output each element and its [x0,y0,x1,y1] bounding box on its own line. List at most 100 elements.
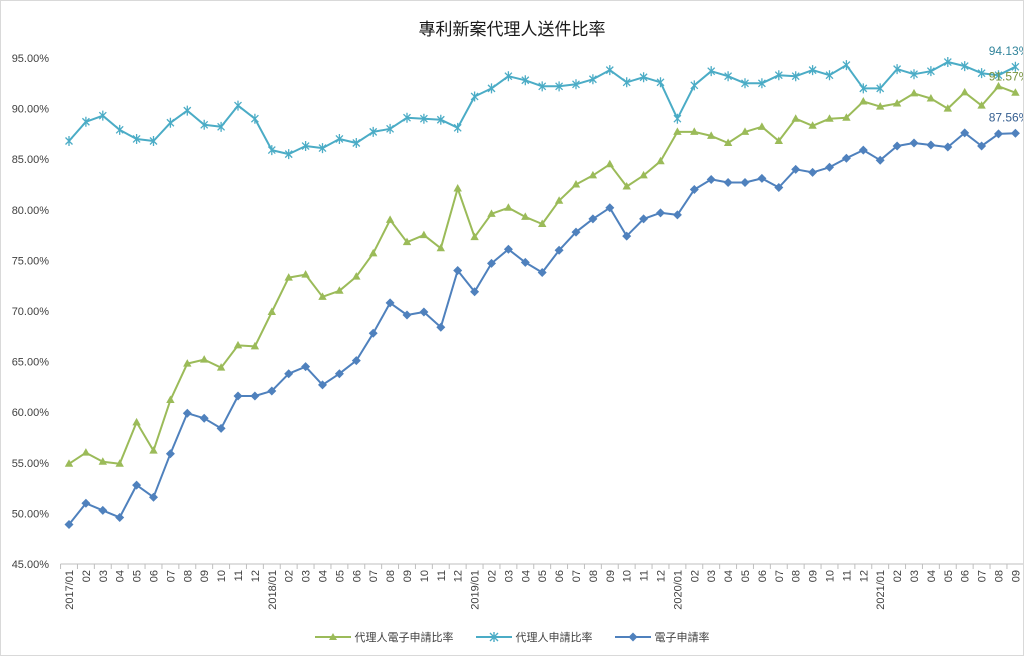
legend: 代理人電子申請比率 代理人申請比率 電子申請率 [1,629,1023,645]
data-point [808,168,817,177]
x-tick-label: 08 [385,570,397,582]
x-tick-label: 08 [588,570,600,582]
x-tick-label: 07 [165,570,177,582]
data-point [757,174,766,183]
x-tick-label: 05 [740,570,752,582]
x-tick-label: 07 [774,570,786,582]
y-axis-labels: 45.00%50.00%55.00%60.00%65.00%70.00%75.0… [12,53,50,571]
data-point [842,154,851,163]
data-point [386,215,394,223]
y-tick-label: 95.00% [12,53,50,65]
x-tick-label: 02 [689,570,701,582]
x-tick-label: 12 [858,570,870,582]
data-point [910,139,919,148]
x-tick-label: 09 [1010,570,1022,582]
data-point [792,114,800,122]
x-tick-label: 10 [419,570,431,582]
data-point [825,163,834,172]
x-tick-label: 04 [115,570,127,582]
data-point [369,329,378,338]
legend-swatch-asterisk [476,632,512,642]
data-point [741,178,750,187]
y-tick-label: 80.00% [12,205,50,217]
data-point [200,414,209,423]
series-line [69,62,1015,154]
y-tick-label: 60.00% [12,407,50,419]
x-tick-label: 12 [250,570,262,582]
data-point [961,88,969,96]
data-point [183,409,192,418]
x-tick-label: 09 [199,570,211,582]
data-point [166,396,174,404]
x-tick-label: 04 [723,570,735,582]
x-tick-label: 12 [453,570,465,582]
data-point [217,424,226,433]
x-tick-label: 03 [909,570,921,582]
x-tick-label: 11 [233,570,245,581]
series-layer [65,57,1020,529]
x-tick-label: 09 [808,570,820,582]
data-point [369,249,377,256]
x-tick-label: 10 [622,570,634,582]
legend-label: 代理人申請比率 [516,629,593,645]
x-tick-label: 04 [926,570,938,582]
legend-label: 代理人電子申請比率 [355,629,454,645]
x-tick-label: 02 [81,570,93,582]
legend-label: 電子申請率 [655,629,710,645]
end-labels: 91.57%94.13%87.56% [989,44,1023,124]
data-point [606,160,614,168]
x-tick-label: 02 [892,570,904,582]
legend-item-electronic: 電子申請率 [615,629,710,645]
x-tick-label: 2018/01 [267,570,279,610]
x-tick-label: 07 [571,570,583,582]
x-tick-label: 11 [841,570,853,581]
legend-swatch-diamond [615,632,651,642]
x-tick-label: 06 [149,570,161,582]
data-point [758,122,766,129]
data-point [268,308,276,316]
y-tick-label: 85.00% [12,154,50,166]
x-tick-label: 02 [284,570,296,582]
y-tick-label: 45.00% [12,559,50,571]
x-tick-label: 10 [216,570,228,582]
x-tick-label: 12 [656,570,668,582]
x-tick-label: 05 [132,570,144,582]
x-tick-label: 05 [334,570,346,582]
x-tick-label: 05 [943,570,955,582]
y-tick-label: 55.00% [12,458,50,470]
legend-swatch-triangle [315,632,351,642]
y-tick-label: 50.00% [12,508,50,520]
data-point [656,208,665,217]
y-tick-label: 70.00% [12,306,50,318]
x-tick-label: 07 [368,570,380,582]
x-tick-label: 07 [977,570,989,582]
data-point [98,506,107,515]
x-tick-label: 02 [487,570,499,582]
data-point [82,448,90,456]
x-tick-label: 09 [605,570,617,582]
x-tick-label: 2019/01 [470,570,482,610]
legend-item-agent: 代理人申請比率 [476,629,593,645]
x-tick-label: 06 [960,570,972,582]
data-point [488,83,495,93]
data-point [859,97,867,105]
x-tick-label: 04 [318,570,330,582]
x-tick-label: 03 [301,570,313,582]
x-axis: 2017/0102030405060708091011122018/010203… [61,564,1023,610]
x-tick-label: 2020/01 [672,570,684,610]
end-value-label: 87.56% [989,110,1023,124]
x-tick-label: 11 [639,570,651,581]
x-tick-label: 09 [402,570,414,582]
data-point [115,513,124,522]
data-point [234,392,243,401]
data-point [250,392,259,401]
x-tick-label: 03 [706,570,718,582]
series-line [69,133,1015,525]
x-tick-label: 11 [436,570,448,581]
data-point [504,203,512,211]
data-point [200,355,208,363]
data-point [724,178,733,187]
x-tick-label: 03 [98,570,110,582]
